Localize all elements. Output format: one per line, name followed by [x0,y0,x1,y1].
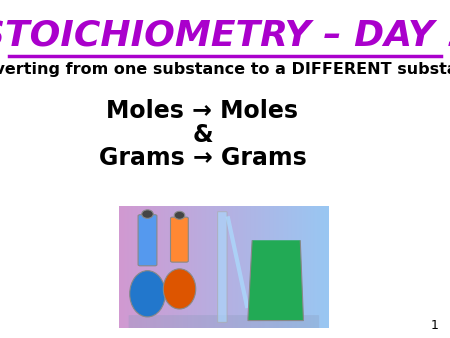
Text: Moles → Moles: Moles → Moles [107,99,298,123]
Text: 1: 1 [431,319,439,332]
Ellipse shape [163,269,196,309]
Text: Grams → Grams: Grams → Grams [99,146,306,170]
Text: &: & [192,122,213,147]
FancyBboxPatch shape [138,215,157,266]
FancyBboxPatch shape [171,217,188,262]
Ellipse shape [174,211,185,219]
Polygon shape [248,240,303,320]
FancyBboxPatch shape [129,315,319,329]
Text: (Converting from one substance to a DIFFERENT substance): (Converting from one substance to a DIFF… [0,63,450,77]
Text: STOICHIOMETRY – DAY 1: STOICHIOMETRY – DAY 1 [0,19,450,52]
FancyBboxPatch shape [218,212,227,322]
Ellipse shape [142,210,153,218]
Ellipse shape [130,271,165,317]
